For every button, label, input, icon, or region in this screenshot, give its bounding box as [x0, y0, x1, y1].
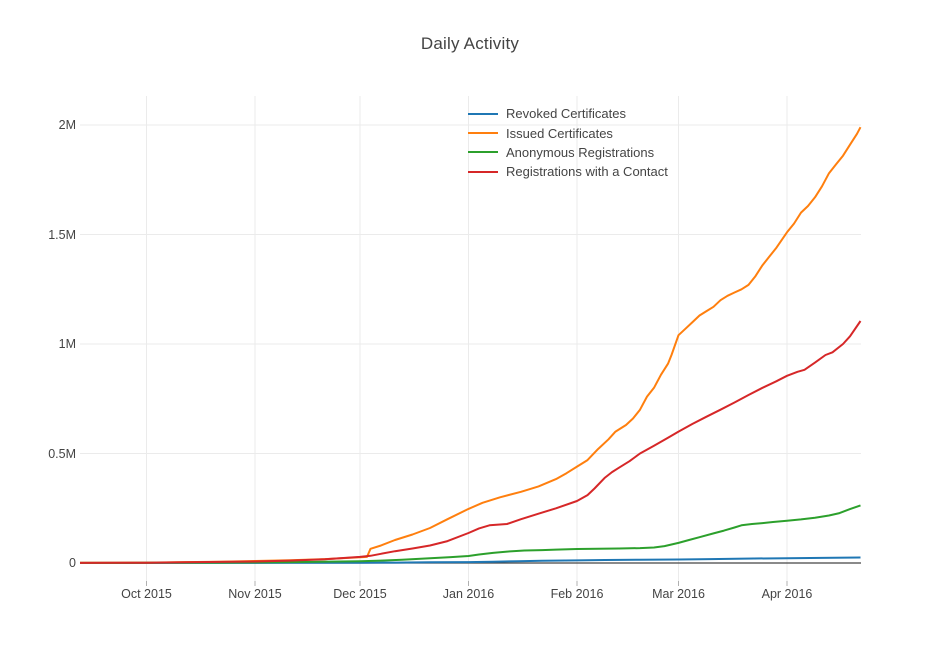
x-tick-label: Mar 2016 [652, 587, 705, 601]
x-tick-label: Nov 2015 [228, 587, 282, 601]
trace-anonymous-registrations [79, 504, 861, 564]
legend-label: Registrations with a Contact [506, 164, 668, 180]
x-tick-label: Apr 2016 [761, 587, 813, 601]
legend-label: Revoked Certificates [506, 106, 626, 122]
legend-swatch-icon [468, 170, 498, 173]
y-tick-label: 1M [58, 337, 76, 351]
x-tick-label: Jan 2016 [442, 587, 495, 601]
x-tick-label: Oct 2015 [121, 587, 172, 601]
trace-issued-certificates [79, 126, 862, 564]
legend-label: Anonymous Registrations [506, 144, 655, 160]
legend-swatch-icon [468, 132, 498, 135]
y-tick-label: 2M [58, 118, 76, 132]
legend-item-revoked-certificates[interactable]: Revoked Certificates [468, 104, 668, 123]
y-tick-label: 0.5M [48, 446, 76, 461]
legend-swatch-icon [468, 112, 498, 115]
legend-item-registrations-with-a-contact[interactable]: Registrations with a Contact [468, 162, 668, 181]
legend-label: Issued Certificates [506, 125, 613, 141]
x-tick-label: Feb 2016 [550, 587, 604, 601]
chart-title: Daily Activity [420, 34, 520, 53]
legend-item-anonymous-registrations[interactable]: Anonymous Registrations [468, 143, 668, 162]
legend-swatch-icon [468, 151, 498, 154]
x-tick-label: Dec 2015 [333, 587, 387, 601]
trace-revoked-certificates [79, 556, 861, 564]
legend-item-issued-certificates[interactable]: Issued Certificates [468, 123, 668, 142]
trace-registrations-with-a-contact [79, 320, 862, 564]
y-tick-label: 1.5M [48, 227, 76, 242]
legend: Revoked Certificates Issued Certificates A… [468, 104, 668, 182]
y-tick-label: 0 [69, 556, 76, 570]
